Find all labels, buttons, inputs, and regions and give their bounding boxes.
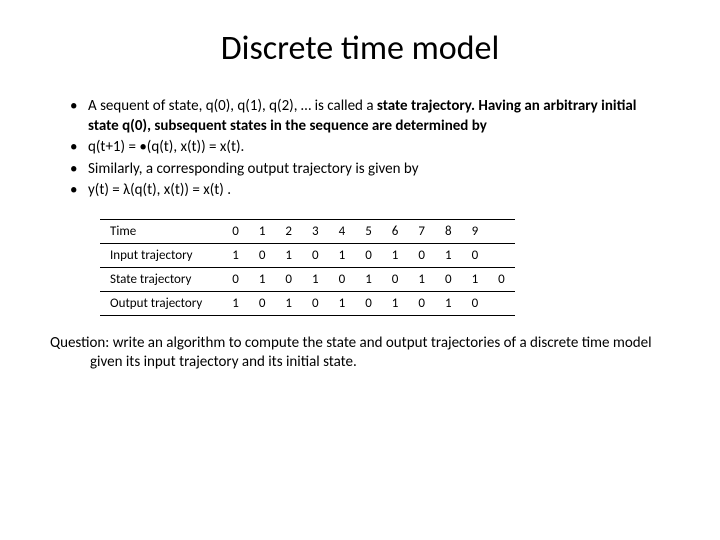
table-cell: 1 [329,291,356,315]
table-row-label: Input trajectory [100,243,222,267]
bullet-text: q(t+1) = •(q(t), x(t)) = x(t). [88,138,244,156]
table-cell: 0 [435,267,462,291]
question-text: Question: write an algorithm to compute … [50,334,670,373]
table-cell: 0 [249,291,276,315]
table-cell: 8 [435,219,462,243]
table-cell: 1 [222,291,249,315]
table-cell: 7 [408,219,435,243]
slide-title: Discrete time model [50,28,670,69]
bullet-text: y(t) = λ(q(t), x(t)) = x(t) . [88,181,231,199]
table-cell: 1 [275,291,302,315]
table-cell: 3 [302,219,329,243]
table-cell: 0 [275,267,302,291]
table-cell: 0 [302,243,329,267]
table-cell: 1 [249,267,276,291]
table-cell: 1 [435,291,462,315]
table-cell: 0 [222,219,249,243]
table-cell: 0 [355,291,382,315]
bullet-text: Similarly, a corresponding output trajec… [88,160,419,178]
table-row: Output trajectory1010101010 [100,291,515,315]
table-cell: 1 [329,243,356,267]
table-row: Time0123456789 [100,219,515,243]
table-cell: 1 [382,291,409,315]
table-cell: 1 [435,243,462,267]
table-cell: 0 [488,267,515,291]
bullet-item: Similarly, a corresponding output trajec… [70,160,670,180]
table-cell: 0 [302,291,329,315]
bullet-item: q(t+1) = •(q(t), x(t)) = x(t). [70,138,670,158]
bullet-item: A sequent of state, q(0), q(1), q(2), … … [70,97,670,136]
table-cell [488,243,515,267]
table-cell: 0 [329,267,356,291]
table-cell: 4 [329,219,356,243]
table-cell: 1 [249,219,276,243]
table-cell: 0 [408,243,435,267]
table-row-label: Time [100,219,222,243]
table-row: Input trajectory1010101010 [100,243,515,267]
table-cell: 0 [462,243,489,267]
bullet-text-prefix: A sequent of state, q(0), q(1), q(2), … … [88,97,377,115]
table-cell: 2 [275,219,302,243]
trajectory-table: Time0123456789Input trajectory1010101010… [100,219,515,316]
table-cell: 1 [222,243,249,267]
table-cell: 0 [462,291,489,315]
table-cell: 1 [408,267,435,291]
table-cell: 1 [382,243,409,267]
table-row-label: Output trajectory [100,291,222,315]
table-cell [488,291,515,315]
table-cell: 0 [249,243,276,267]
table-cell: 6 [382,219,409,243]
table-cell: 1 [462,267,489,291]
table-cell: 0 [222,267,249,291]
bullet-list: A sequent of state, q(0), q(1), q(2), … … [70,97,670,201]
trajectory-table-wrap: Time0123456789Input trajectory1010101010… [100,219,670,316]
table-cell: 0 [382,267,409,291]
table-cell: 1 [275,243,302,267]
table-cell: 1 [355,267,382,291]
bullet-item: y(t) = λ(q(t), x(t)) = x(t) . [70,181,670,201]
table-cell: 5 [355,219,382,243]
table-cell: 9 [462,219,489,243]
table-cell [488,219,515,243]
table-row-label: State trajectory [100,267,222,291]
table-cell: 1 [302,267,329,291]
table-cell: 0 [355,243,382,267]
table-row: State trajectory01010101010 [100,267,515,291]
table-cell: 0 [408,291,435,315]
